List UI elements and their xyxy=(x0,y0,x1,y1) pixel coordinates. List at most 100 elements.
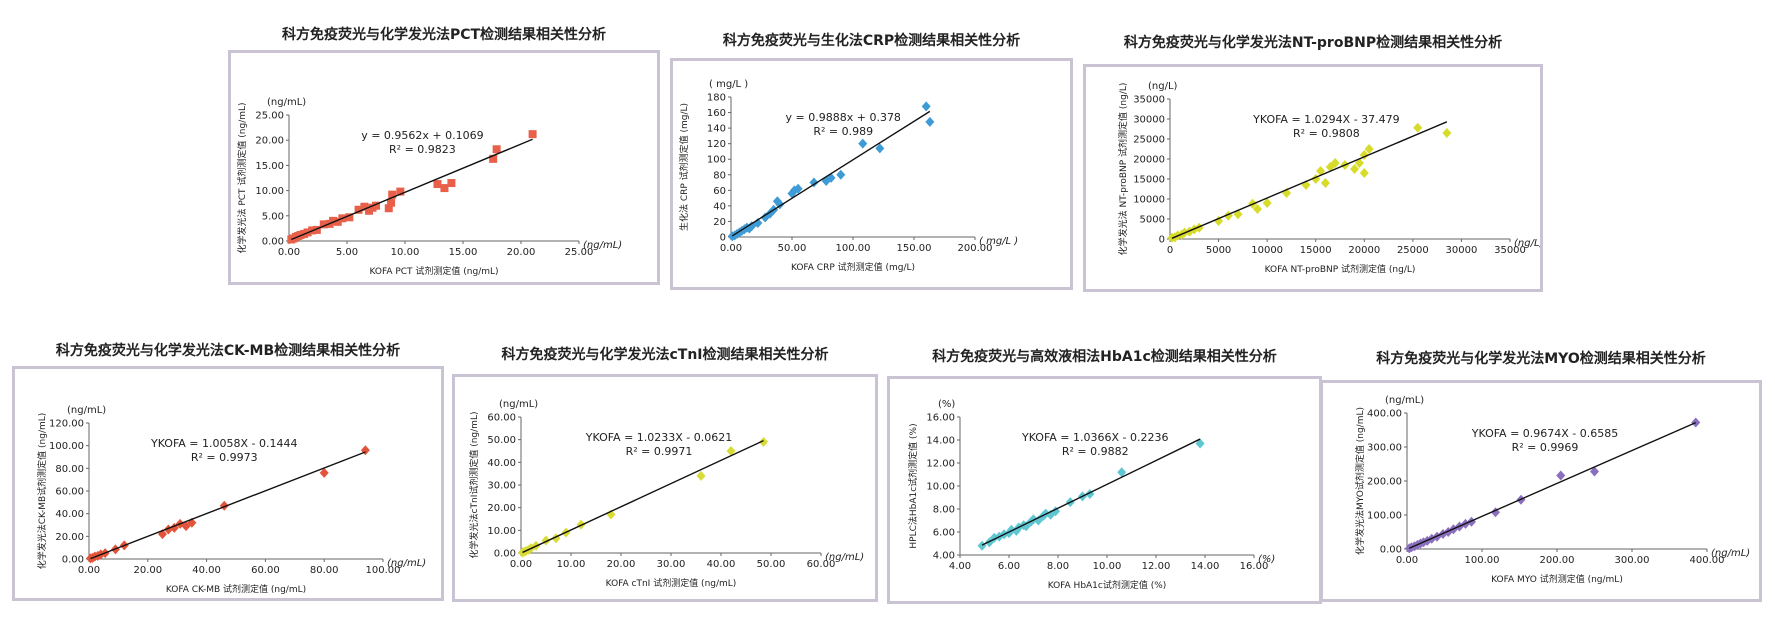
y-unit-label: (ng/mL) xyxy=(499,399,538,410)
y-unit-label: (ng/mL) xyxy=(267,97,306,108)
r-squared: R² = 0.9823 xyxy=(389,143,456,156)
data-point xyxy=(1262,198,1272,208)
x-unit-label: (ng/mL) xyxy=(583,240,622,251)
chart-panel-hba1c: 科方免疫荧光与高效液相法HbA1c检测结果相关性分析 4.00 6.00 8.00 1… xyxy=(887,338,1322,604)
data-point xyxy=(793,183,803,194)
chart-frame: 0.00 5.00 10.00 15.00 20.00 25.00 0.00 5.00 10.0… xyxy=(228,50,660,285)
x-unit-label: (ng/mL) xyxy=(387,558,426,569)
x-axis-label: KOFA MYO 试剂测定值 (ng/mL) xyxy=(1491,573,1623,585)
y-tick-label: 4.00 xyxy=(933,551,955,562)
chart-panel-myo: 科方免疫荧光与化学发光法MYO检测结果相关性分析 0.00 100.00 200.0… xyxy=(1320,338,1762,604)
data-point xyxy=(858,138,868,149)
data-point xyxy=(1223,210,1233,221)
data-point xyxy=(312,225,321,234)
x-tick-label: 50.00 xyxy=(757,559,786,570)
x-tick-label: 30000 xyxy=(1446,245,1478,256)
x-tick-label: 80.00 xyxy=(310,565,339,576)
x-tick-label: 40.00 xyxy=(707,559,736,570)
y-tick-label: 30.00 xyxy=(487,481,516,492)
y-tick-label: 40.00 xyxy=(487,458,516,469)
trendline xyxy=(291,138,533,241)
x-tick-label: 400.00 xyxy=(1690,555,1725,566)
data-point xyxy=(1320,178,1330,188)
trend-equation: YKOFA = 1.0294X - 37.479 xyxy=(1252,113,1400,126)
y-tick-label: 40.00 xyxy=(55,509,84,520)
x-tick-label: 10.00 xyxy=(557,559,586,570)
y-unit-label: (ng/mL) xyxy=(67,405,106,416)
y-tick-label: 35000 xyxy=(1133,95,1165,106)
y-tick-label: 120.00 xyxy=(49,419,84,430)
chart-title: 科方免疫荧光与化学发光法CK-MB检测结果相关性分析 xyxy=(55,343,401,359)
r-squared: R² = 0.9969 xyxy=(1512,441,1579,454)
x-axis-label: KOFA HbA1c试剂测定值 (%) xyxy=(1048,579,1167,591)
data-point xyxy=(1117,467,1127,478)
y-tick-label: 10000 xyxy=(1133,195,1165,206)
x-axis-label: KOFA NT-proBNP 试剂测定值 (ng/L) xyxy=(1265,263,1416,275)
chart-frame: 0 20 40 60 80 100 120 140 160 180 0.00 50.00 100.00 1… xyxy=(670,58,1073,290)
r-squared: R² = 0.989 xyxy=(813,125,873,138)
x-axis-label: KOFA CRP 试剂测定值 (mg/L) xyxy=(791,261,915,273)
chart-frame: 4.00 6.00 8.00 10.00 12.00 14.00 16.00 4.00 6.00… xyxy=(887,376,1322,604)
x-unit-label: ( mg/L ) xyxy=(979,236,1018,247)
trend-equation: YKOFA = 1.0366X - 0.2236 xyxy=(1021,431,1169,444)
data-point xyxy=(489,154,498,163)
y-tick-label: 10.00 xyxy=(255,186,284,197)
y-tick-label: 100.00 xyxy=(1367,511,1402,522)
y-unit-label: (ng/mL) xyxy=(1385,395,1424,406)
y-tick-label: 25000 xyxy=(1133,135,1165,146)
y-tick-label: 50.00 xyxy=(487,435,516,446)
data-point xyxy=(1195,438,1205,449)
y-tick-label: 15000 xyxy=(1133,175,1165,186)
x-tick-label: 25000 xyxy=(1397,245,1429,256)
x-tick-label: 100.00 xyxy=(1465,555,1500,566)
y-tick-label: 5000 xyxy=(1140,215,1165,226)
data-point xyxy=(1214,216,1224,226)
data-point xyxy=(169,522,179,533)
data-point xyxy=(333,217,342,226)
data-point xyxy=(1467,516,1476,527)
scatter-chart-ntprobnp: 0 5000 10000 15000 20000 25000 30000 35000 0 5000… xyxy=(1117,81,1543,275)
data-point xyxy=(181,521,191,532)
x-axis-label: KOFA cTnI 试剂测定值 (ng/mL) xyxy=(606,577,737,589)
y-tick-label: 30000 xyxy=(1133,115,1165,126)
y-tick-label: 60.00 xyxy=(487,413,516,424)
y-tick-label: 16.00 xyxy=(926,413,955,424)
y-tick-label: 0.00 xyxy=(262,237,284,248)
y-tick-label: 200.00 xyxy=(1367,477,1402,488)
data-point xyxy=(1011,525,1021,536)
y-tick-label: 20 xyxy=(713,217,726,228)
y-axis-label: 化学发光法MYO试剂测定值 (ng/mL) xyxy=(1354,407,1366,555)
y-tick-label: 100 xyxy=(707,155,726,166)
y-tick-label: 15.00 xyxy=(255,161,284,172)
y-axis-label: 化学发光法 PCT 试剂测定值 (ng/mL) xyxy=(236,102,248,253)
data-point xyxy=(1325,162,1335,172)
chart-frame: 0 5000 10000 15000 20000 25000 30000 35000 0 5000… xyxy=(1083,64,1543,292)
chart-panel-pct: 科方免疫荧光与化学发光法PCT检测结果相关性分析 0.00 5.00 10.00 15… xyxy=(228,22,660,294)
x-unit-label: (ng/mL) xyxy=(1711,548,1750,559)
y-tick-label: 0.00 xyxy=(494,549,516,560)
data-point xyxy=(753,218,763,228)
y-axis-label: 生化法 CRP 试剂测定值 (mg/L) xyxy=(678,103,690,231)
data-point xyxy=(360,202,369,211)
y-tick-label: 300.00 xyxy=(1367,443,1402,454)
y-tick-label: 0.00 xyxy=(62,555,84,566)
x-tick-label: 0 xyxy=(1167,245,1173,256)
y-tick-label: 60.00 xyxy=(55,487,84,498)
chart-panel-ctni: 科方免疫荧光与化学发光法cTnI检测结果相关性分析 0.00 10.00 20.00… xyxy=(452,338,878,604)
x-tick-label: 35000 xyxy=(1494,245,1526,256)
x-tick-label: 15.00 xyxy=(449,247,478,258)
chart-frame: 0.00 100.00 200.00 300.00 400.00 0.00 100.00 20… xyxy=(1320,380,1762,602)
data-point xyxy=(319,467,329,478)
chart-title: 科方免疫荧光与生化法CRP检测结果相关性分析 xyxy=(722,33,1021,49)
y-tick-label: 140 xyxy=(707,124,726,135)
x-axis-label: KOFA CK-MB 试剂测定值 (ng/mL) xyxy=(166,583,306,595)
y-tick-label: 120 xyxy=(707,139,726,150)
data-point xyxy=(384,204,393,213)
data-point xyxy=(1252,204,1262,214)
data-point xyxy=(396,187,405,196)
trendline xyxy=(90,451,366,560)
r-squared: R² = 0.9971 xyxy=(626,445,693,458)
x-tick-label: 10000 xyxy=(1251,245,1283,256)
trend-equation: y = 0.9888x + 0.378 xyxy=(786,111,901,124)
y-axis-label: 化学发光法 NT-proBNP 试剂测定值 (ng/L) xyxy=(1117,83,1129,256)
